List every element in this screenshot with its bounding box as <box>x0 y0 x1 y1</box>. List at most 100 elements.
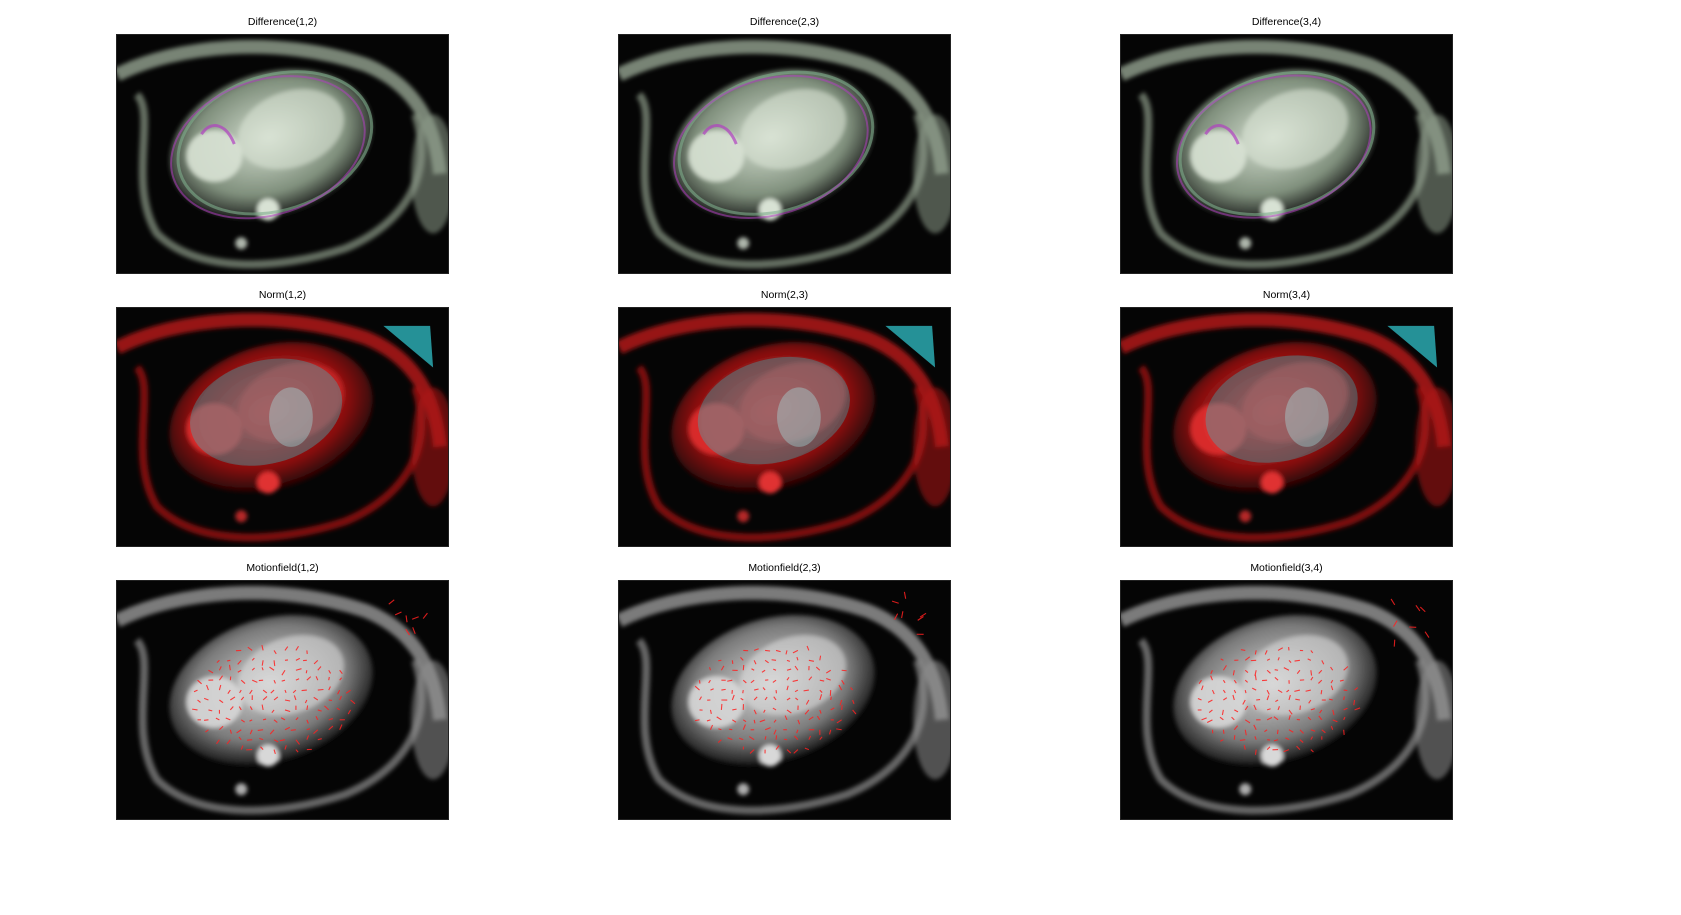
motion-vector <box>764 736 767 740</box>
difference-edge-magenta <box>1175 74 1372 219</box>
motion-vector <box>219 699 224 704</box>
motion-vector <box>1310 670 1313 676</box>
norm-overlay-core <box>777 387 821 447</box>
motion-vector <box>228 664 231 671</box>
motion-vector <box>1310 708 1315 711</box>
motion-vector <box>1343 666 1349 671</box>
motion-vector <box>284 689 287 694</box>
motion-vector <box>1223 697 1228 701</box>
panel-svg <box>619 308 950 546</box>
norm-image-3-4 <box>1120 307 1453 547</box>
motion-vector <box>315 716 319 721</box>
motion-vector <box>1296 669 1301 675</box>
motion-vector <box>1277 657 1280 661</box>
norm-image-1-2 <box>116 307 449 547</box>
motion-vector <box>218 684 222 691</box>
motion-vector <box>227 659 231 662</box>
panel-svg <box>619 581 950 819</box>
motion-vector <box>1254 650 1257 655</box>
motion-vector <box>345 689 351 694</box>
motion-vector <box>764 727 771 731</box>
motion-vector <box>1275 699 1279 703</box>
motion-vector <box>236 729 242 734</box>
motion-vector <box>852 699 855 704</box>
motion-vector <box>295 739 300 745</box>
motion-vector <box>1201 717 1207 721</box>
motion-vector <box>718 728 722 731</box>
motion-vector <box>1343 707 1348 711</box>
motion-vector <box>841 679 845 685</box>
motion-vector <box>775 745 780 750</box>
motion-vector <box>306 735 310 740</box>
motion-vector <box>740 697 744 701</box>
motion-vector <box>239 689 242 694</box>
motion-vector <box>794 689 799 693</box>
motion-vector <box>1198 679 1202 684</box>
motion-vector <box>192 708 198 711</box>
motion-vector <box>1343 696 1345 701</box>
motion-vector <box>709 667 711 671</box>
motion-vector <box>317 738 322 741</box>
motion-vector <box>792 649 799 654</box>
motion-vector <box>1244 679 1249 683</box>
motion-vector <box>917 616 924 621</box>
motion-vector <box>1264 650 1268 655</box>
motion-vector <box>1321 729 1326 734</box>
motion-vector <box>1244 689 1247 694</box>
motion-vector <box>1288 729 1294 733</box>
motion-vector <box>1211 689 1215 695</box>
arm-shape <box>913 387 950 507</box>
motion-vector <box>339 695 342 701</box>
motion-vector <box>919 612 927 618</box>
motion-vector <box>808 716 814 721</box>
motion-vector <box>901 611 904 619</box>
motion-vector <box>795 697 799 701</box>
motion-vector <box>261 667 264 671</box>
motionfield-image-1-2 <box>116 580 449 820</box>
motion-vector <box>1308 699 1312 704</box>
motion-vector <box>216 659 220 664</box>
motion-vector <box>1208 709 1213 714</box>
motion-vector <box>1310 729 1316 732</box>
atrium-shape <box>1190 676 1247 728</box>
motion-vector <box>328 718 333 721</box>
motion-vector <box>1244 729 1247 736</box>
motion-vector <box>819 679 825 682</box>
motion-vector <box>1310 736 1314 740</box>
motion-vector <box>1321 660 1325 665</box>
arm-shape <box>913 114 950 234</box>
motion-vector <box>1233 689 1237 694</box>
motion-vector <box>284 699 291 702</box>
motion-vector <box>732 719 737 723</box>
motion-vector <box>1239 739 1246 741</box>
motion-vector <box>793 749 799 754</box>
motion-vector <box>1320 689 1323 695</box>
motion-vector <box>786 697 791 701</box>
aorta-shape <box>759 471 782 494</box>
motion-vector <box>786 685 789 691</box>
motion-vector <box>1219 716 1224 721</box>
ventricle-shape <box>1241 362 1348 443</box>
motion-vector <box>295 645 299 651</box>
motion-vector <box>1197 698 1202 701</box>
motion-vector <box>306 719 309 724</box>
motion-vector <box>1294 659 1300 662</box>
motion-vector <box>1283 667 1290 671</box>
motion-vector <box>716 716 722 721</box>
motion-vector <box>1390 598 1396 606</box>
spine-shape <box>737 510 750 523</box>
motion-vector <box>205 729 209 733</box>
difference-edge-magenta <box>673 74 869 219</box>
spine-shape <box>737 237 750 250</box>
motion-vector <box>295 678 300 681</box>
motion-vector <box>261 704 264 711</box>
motion-vector <box>1264 729 1268 733</box>
atrium-shape <box>186 403 243 455</box>
motion-vector <box>1254 736 1257 740</box>
motion-vector <box>1288 659 1292 663</box>
motion-vector <box>786 709 792 714</box>
motion-vector <box>412 627 416 635</box>
motion-vector <box>1288 709 1293 715</box>
aorta-shape <box>1261 471 1284 494</box>
motion-vector <box>279 739 286 742</box>
